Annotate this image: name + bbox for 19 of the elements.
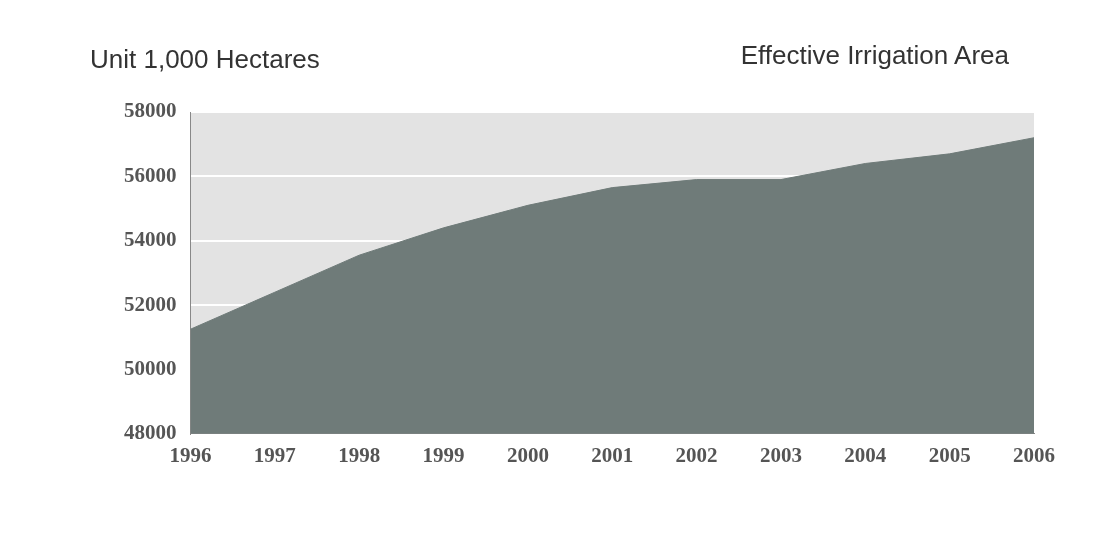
x-tick-label: 2000 (506, 442, 549, 467)
x-tick-label: 2006 (1013, 442, 1055, 467)
x-tick-label: 2005 (928, 442, 971, 467)
y-tick-label: 56000 (124, 162, 177, 187)
y-axis-title: Unit 1,000 Hectares (90, 44, 320, 75)
x-tick-label: 1996 (169, 442, 212, 467)
chart-title: Effective Irrigation Area (740, 40, 1009, 71)
x-tick-label: 2003 (759, 442, 802, 467)
x-tick-label: 1999 (422, 442, 465, 467)
y-tick-label: 52000 (124, 291, 177, 316)
x-tick-label: 1997 (253, 442, 296, 467)
x-tick-label: 2004 (844, 442, 887, 467)
y-tick-label: 54000 (124, 227, 177, 252)
y-tick-label: 50000 (124, 355, 177, 380)
y-tick-label: 48000 (124, 420, 177, 445)
x-tick-label: 2001 (591, 442, 634, 467)
y-tick-label: 58000 (124, 98, 177, 123)
x-tick-label: 1998 (338, 442, 381, 467)
x-tick-label: 2002 (675, 442, 718, 467)
